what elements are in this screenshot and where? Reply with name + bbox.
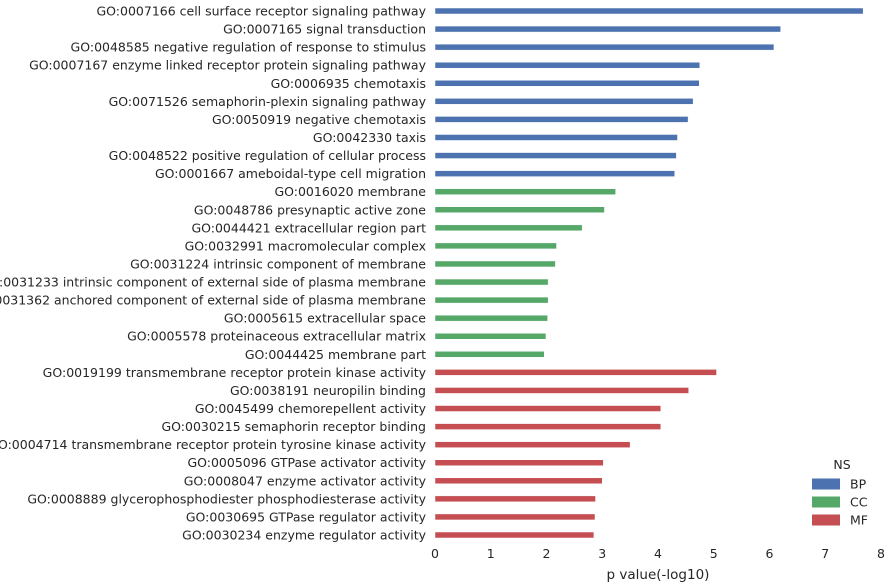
category-label-2: GO:0007165 signal transduction: [223, 22, 426, 37]
bar-18: [434, 314, 548, 322]
bar-9: [434, 152, 677, 159]
category-label-6: GO:0071526 semaphorin-plexin signaling p…: [109, 94, 427, 109]
bar-8: [434, 134, 678, 141]
category-label-7: GO:0050919 negative chemotaxis: [212, 112, 426, 127]
legend-label-bp: BP: [850, 477, 867, 492]
bar-5: [434, 80, 700, 87]
x-tick-label-5: 5: [710, 546, 718, 561]
x-axis-title: p value(-log10): [607, 567, 710, 583]
category-label-26: GO:0005096 GTPase activator activity: [187, 455, 426, 470]
bar-13: [434, 224, 583, 232]
x-tick-label-4: 4: [654, 546, 662, 561]
category-labels: GO:0007166 cell surface receptor signali…: [0, 4, 427, 543]
category-label-13: GO:0044421 extracellular region part: [191, 220, 426, 235]
legend-label-mf: MF: [850, 513, 868, 528]
category-label-15: GO:0031224 intrinsic component of membra…: [130, 256, 426, 271]
category-label-17: GO:0031362 anchored component of externa…: [0, 293, 426, 308]
bar-1: [434, 7, 864, 15]
category-label-11: GO:0016020 membrane: [274, 184, 426, 199]
legend: NS BP CC MF: [812, 457, 868, 528]
bar-25: [434, 441, 631, 448]
category-label-3: GO:0048585 negative regulation of respon…: [71, 40, 426, 55]
bar-10: [434, 170, 675, 177]
bar-29: [434, 513, 596, 521]
legend-swatch-cc: [812, 496, 840, 508]
bar-16: [434, 278, 549, 286]
bar-11: [434, 188, 616, 195]
bar-6: [434, 98, 694, 105]
legend-label-cc: CC: [850, 495, 868, 510]
bar-20: [434, 351, 545, 358]
category-label-12: GO:0048786 presynaptic active zone: [194, 202, 426, 217]
bar-15: [434, 260, 556, 268]
category-label-23: GO:0045499 chemorepellent activity: [195, 401, 427, 416]
bar-26: [434, 459, 604, 466]
bar-2: [434, 25, 781, 33]
category-label-21: GO:0019199 transmembrane receptor protei…: [43, 365, 427, 380]
bar-30: [434, 531, 595, 539]
category-label-29: GO:0030695 GTPase regulator activity: [186, 509, 427, 524]
category-label-9: GO:0048522 positive regulation of cellul…: [109, 148, 426, 163]
category-label-14: GO:0032991 macromolecular complex: [185, 238, 426, 253]
bar-27: [434, 477, 603, 485]
bar-7: [434, 116, 689, 123]
bar-12: [434, 206, 605, 214]
bars: [434, 7, 864, 539]
x-tick-label-2: 2: [543, 546, 551, 561]
legend-title: NS: [833, 457, 850, 472]
category-label-19: GO:0005578 proteinaceous extracellular m…: [127, 329, 426, 344]
category-label-30: GO:0030234 enzyme regulator activity: [182, 528, 426, 543]
bar-28: [434, 495, 596, 503]
x-axis-ticks: 0 1 2 3 4 5 6 7 8: [431, 546, 885, 561]
bar-24: [434, 423, 662, 430]
legend-swatch-bp: [812, 478, 840, 490]
x-tick-label-3: 3: [598, 546, 606, 561]
legend-swatch-mf: [812, 514, 840, 526]
bar-17: [434, 296, 549, 304]
bar-14: [434, 242, 557, 250]
bar-19: [434, 332, 547, 340]
bar-21: [434, 369, 717, 376]
x-tick-label-0: 0: [431, 546, 439, 561]
category-label-5: GO:0006935 chemotaxis: [271, 76, 426, 91]
category-label-4: GO:0007167 enzyme linked receptor protei…: [29, 58, 427, 73]
category-label-16: GO:0031233 intrinsic component of extern…: [0, 275, 426, 290]
bar-3: [434, 43, 775, 51]
bar-22: [434, 387, 689, 394]
category-label-22: GO:0038191 neuropilin binding: [230, 383, 426, 398]
category-label-20: GO:0044425 membrane part: [245, 347, 426, 362]
category-label-18: GO:0005615 extracellular space: [224, 311, 426, 326]
category-label-28: GO:0008889 glycerophosphodiester phospho…: [27, 491, 426, 506]
x-tick-label-1: 1: [487, 546, 495, 561]
bar-4: [434, 61, 701, 69]
x-tick-label-8: 8: [877, 546, 885, 561]
bar-23: [434, 405, 662, 412]
category-label-10: GO:0001667 ameboidal-type cell migration: [155, 166, 426, 181]
x-tick-label-7: 7: [821, 546, 829, 561]
category-label-25: GO:0004714 transmembrane receptor protei…: [0, 437, 427, 452]
category-label-27: GO:0008047 enzyme activator activity: [184, 473, 427, 488]
x-tick-label-6: 6: [766, 546, 774, 561]
category-label-24: GO:0030215 semaphorin receptor binding: [161, 419, 426, 434]
category-label-8: GO:0042330 taxis: [313, 130, 426, 145]
category-label-1: GO:0007166 cell surface receptor signali…: [96, 4, 426, 19]
